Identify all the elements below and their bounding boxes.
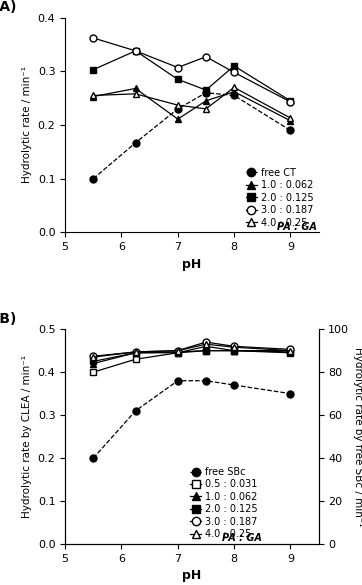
Text: (A): (A) <box>0 1 18 15</box>
Text: (B): (B) <box>0 312 18 326</box>
X-axis label: pH: pH <box>182 569 202 582</box>
Legend: free CT, 1.0 : 0.062, 2.0 : 0.125, 3.0 : 0.187, 4.0 : 0.25: free CT, 1.0 : 0.062, 2.0 : 0.125, 3.0 :… <box>245 168 314 228</box>
Text: PA : GA: PA : GA <box>222 534 261 543</box>
Text: PA : GA: PA : GA <box>277 222 317 232</box>
Legend: free SBc, 0.5 : 0.031, 1.0 : 0.062, 2.0 : 0.125, 3.0 : 0.187, 4.0 : 0.25: free SBc, 0.5 : 0.031, 1.0 : 0.062, 2.0 … <box>190 467 258 539</box>
X-axis label: pH: pH <box>182 258 202 271</box>
Y-axis label: Hydrolytic rate by free SBc / min⁻¹: Hydrolytic rate by free SBc / min⁻¹ <box>353 347 362 526</box>
Y-axis label: Hydrolytic rate / min⁻¹: Hydrolytic rate / min⁻¹ <box>22 67 32 184</box>
Y-axis label: Hydrolytic rate by CLEA / min⁻¹: Hydrolytic rate by CLEA / min⁻¹ <box>22 355 32 518</box>
